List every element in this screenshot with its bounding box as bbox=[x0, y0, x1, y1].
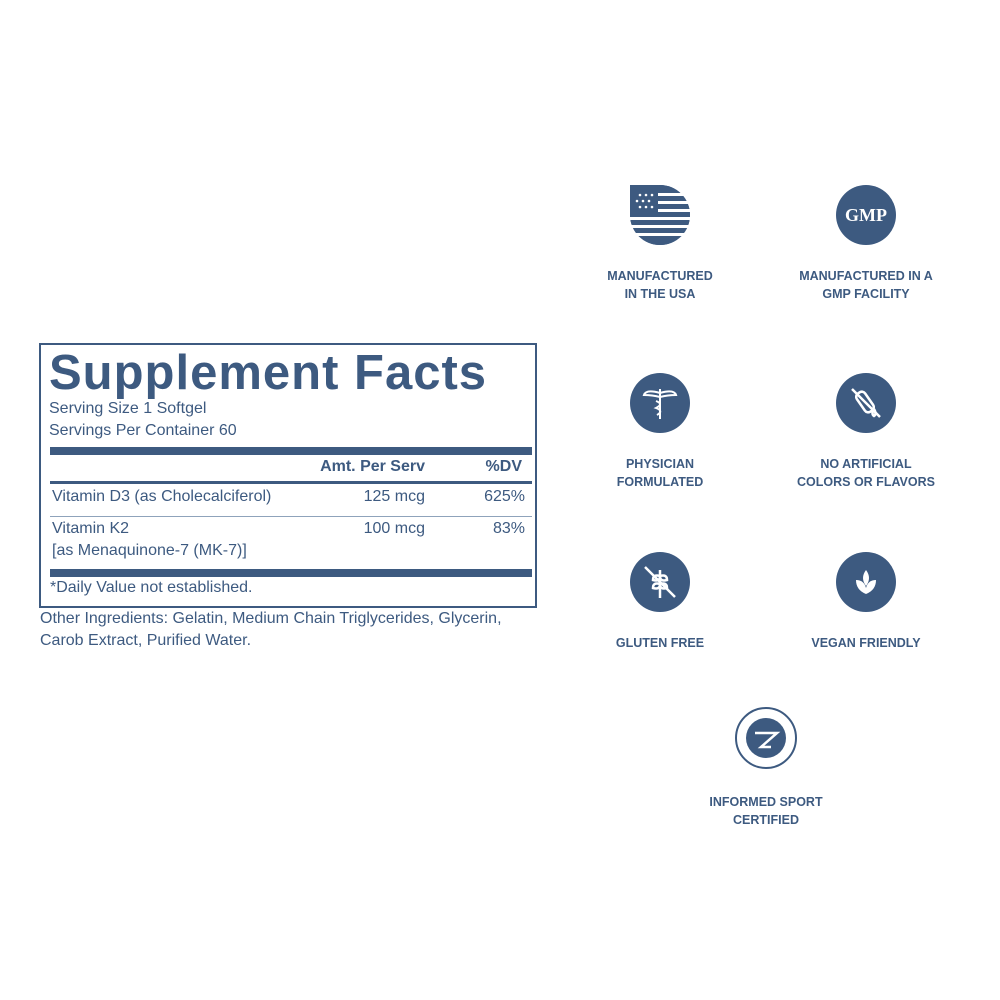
badge-physician: PHYSICIAN FORMULATED bbox=[560, 373, 760, 491]
badge-no-artificial: NO ARTIFICIAL COLORS OR FLAVORS bbox=[766, 373, 966, 491]
badge-label: MANUFACTURED IN A bbox=[799, 269, 933, 283]
badge-label: PHYSICIAN bbox=[625, 457, 695, 471]
badge-gluten-free: GLUTEN FREE bbox=[560, 552, 760, 652]
nutrient-dv: 625% bbox=[484, 488, 525, 505]
gmp-icon-text: GMP bbox=[845, 204, 887, 225]
badge-made-in-usa: MANUFACTURED IN THE USA bbox=[560, 185, 760, 303]
badge-label: INFORMED SPORT bbox=[709, 795, 823, 809]
badge-label: NO ARTIFICIAL bbox=[820, 457, 912, 471]
badge-label: GMP FACILITY bbox=[822, 287, 910, 301]
facts-title: Supplement Facts bbox=[49, 346, 488, 400]
badge-label: CERTIFIED bbox=[733, 813, 799, 827]
nutrient-amount: 100 mcg bbox=[363, 520, 425, 537]
badge-label: VEGAN FRIENDLY bbox=[811, 636, 921, 650]
informed-sport-logo-icon bbox=[735, 707, 797, 769]
nutrient-dv: 83% bbox=[492, 520, 525, 537]
leaf-icon bbox=[836, 552, 896, 612]
gmp-icon: GMP bbox=[836, 185, 896, 245]
nutrient-name: Vitamin K2 bbox=[52, 520, 130, 537]
supplement-facts-panel: Supplement Facts Serving Size 1 Softgel … bbox=[39, 343, 537, 608]
nutrient-amount: 125 mcg bbox=[363, 488, 425, 505]
divider bbox=[50, 481, 532, 484]
badge-informed-sport: INFORMED SPORT CERTIFIED bbox=[666, 707, 866, 829]
other-ingredients: Other Ingredients: Gelatin, Medium Chain… bbox=[40, 608, 540, 652]
servings-per-container: Servings Per Container 60 bbox=[49, 422, 237, 439]
badge-label: MANUFACTURED bbox=[607, 269, 713, 283]
divider bbox=[50, 447, 532, 455]
divider bbox=[50, 516, 532, 517]
footnote: *Daily Value not established. bbox=[50, 579, 253, 596]
badge-label: FORMULATED bbox=[616, 475, 704, 489]
badge-label: COLORS OR FLAVORS bbox=[797, 475, 935, 489]
badge-label: GLUTEN FREE bbox=[615, 636, 705, 650]
nutrient-source: [as Menaquinone-7 (MK-7)] bbox=[52, 542, 247, 559]
serving-size: Serving Size 1 Softgel bbox=[49, 400, 207, 417]
amount-header: Amt. Per Serv bbox=[320, 458, 425, 475]
badge-vegan: VEGAN FRIENDLY bbox=[766, 552, 966, 652]
us-flag-icon bbox=[630, 185, 690, 245]
divider bbox=[50, 569, 532, 577]
no-artificial-icon bbox=[836, 373, 896, 433]
badge-label: IN THE USA bbox=[624, 287, 696, 301]
badge-gmp: GMP MANUFACTURED IN A GMP FACILITY bbox=[766, 185, 966, 303]
dv-header: %DV bbox=[485, 458, 522, 475]
other-ingredients-line: Carob Extract, Purified Water. bbox=[40, 632, 252, 649]
caduceus-icon bbox=[630, 373, 690, 433]
other-ingredients-line: Other Ingredients: Gelatin, Medium Chain… bbox=[40, 610, 502, 627]
gluten-free-icon bbox=[630, 552, 690, 612]
nutrient-name: Vitamin D3 (as Cholecalciferol) bbox=[52, 488, 272, 505]
